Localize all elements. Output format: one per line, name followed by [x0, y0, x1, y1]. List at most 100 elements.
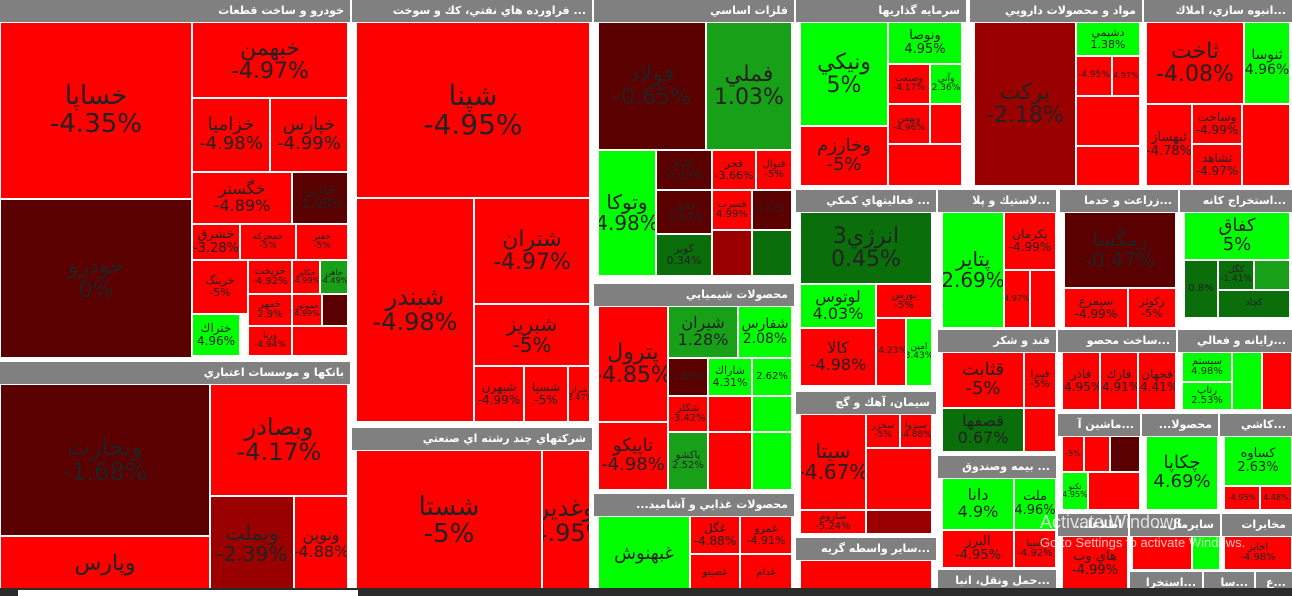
stock-tile[interactable] [1242, 104, 1290, 186]
stock-tile[interactable]: پكرمان -4.99% [1004, 212, 1056, 270]
stock-tile[interactable]: ثبهساز -4.78% [1146, 104, 1192, 186]
stock-tile[interactable] [1024, 408, 1056, 452]
stock-tile[interactable]: غبهنوش [598, 516, 690, 592]
stock-tile[interactable]: فملي 1.03% [706, 22, 792, 150]
sector-title[interactable]: اطلاعا... [1058, 514, 1128, 536]
stock-tile[interactable]: 2.62% [752, 358, 792, 396]
stock-tile[interactable]: كساوه 2.63% [1224, 436, 1292, 486]
stock-tile[interactable]: شپنا -4.95% [356, 22, 590, 198]
stock-tile[interactable] [1030, 270, 1056, 328]
stock-tile[interactable]: تكنو 4.95% [1062, 472, 1088, 510]
stock-tile[interactable]: خموتور 4.99% [292, 294, 322, 326]
stock-tile[interactable]: سيتا -4.67% [800, 414, 866, 510]
sector-title[interactable]: محصولات شيميايي [594, 284, 794, 306]
sector-title[interactable]: ...استخراج كانه [1180, 190, 1292, 212]
stock-tile[interactable]: شراز-3.47% [568, 366, 590, 422]
stock-tile[interactable]: شبريز -5% [474, 304, 590, 366]
stock-tile[interactable]: خبهمن -4.97% [192, 22, 348, 98]
stock-tile[interactable] [1076, 96, 1140, 146]
stock-tile[interactable]: انرژي3 0.45% [800, 212, 932, 284]
stock-tile[interactable] [708, 396, 752, 432]
stock-tile[interactable] [1232, 352, 1262, 410]
stock-tile[interactable] [322, 294, 348, 326]
sector-title[interactable]: محصولات غذايي و آشاميد... [594, 494, 794, 516]
stock-tile[interactable]: وبهمن -4.96% [888, 104, 930, 144]
horizontal-scrollbar[interactable] [0, 588, 1292, 596]
stock-tile[interactable]: چكاپا 4.69% [1146, 436, 1218, 510]
stock-tile[interactable] [1076, 146, 1140, 186]
stock-tile[interactable]: وبملت -2.39% [210, 496, 294, 592]
stock-tile[interactable]: شبهرن -4.99% [474, 366, 524, 422]
sector-title[interactable]: شركتهاي چند رشته اي صنعتي [352, 428, 592, 450]
sector-title[interactable]: ...انبوه سازي، املاك [1144, 0, 1292, 22]
stock-tile[interactable]: فنوال -5% [756, 150, 792, 190]
stock-tile[interactable]: پاكشو 2.52% [668, 432, 708, 490]
stock-tile[interactable]: 4.97% [1112, 56, 1140, 96]
stock-tile[interactable]: كفاق 5% [1184, 212, 1290, 260]
stock-tile[interactable]: پتاير 2.69% [942, 212, 1004, 328]
stock-tile[interactable]: ونوصا 4.95% [888, 22, 962, 64]
stock-tile[interactable] [866, 510, 932, 534]
stock-tile[interactable]: فولاد -0.65% [598, 22, 706, 150]
sector-title[interactable]: قند و شكر [938, 330, 1056, 352]
sector-title[interactable]: محصولا... [1142, 414, 1218, 436]
stock-tile[interactable]: وبصادر -4.17% [210, 384, 348, 496]
stock-tile[interactable]: كالا -4.98% [800, 328, 876, 386]
stock-tile[interactable]: شستا -5% [356, 450, 542, 592]
stock-tile[interactable]: -4.23% [876, 318, 906, 386]
stock-tile[interactable]: قپيرا -5% [1024, 352, 1056, 408]
sector-title[interactable]: ...حمل ونقل، انبا [938, 570, 1056, 592]
stock-tile[interactable]: 4.62% [752, 190, 792, 230]
stock-tile[interactable]: كاوه -0.33% [656, 150, 712, 190]
sector-title[interactable]: ...كاشي [1220, 414, 1292, 436]
sector-title[interactable]: ...سا [1204, 572, 1254, 592]
stock-tile[interactable]: غصينو [690, 554, 740, 592]
stock-tile[interactable]: قثابت -5% [942, 352, 1024, 408]
stock-tile[interactable]: بورس -5% [876, 284, 932, 318]
stock-tile[interactable]: -5% [1062, 436, 1084, 472]
stock-tile[interactable]: فجهان-4.41% [1138, 352, 1176, 410]
stock-tile[interactable]: كگل -1.41% [1218, 260, 1254, 290]
stock-tile[interactable] [866, 448, 932, 510]
stock-tile[interactable] [752, 432, 792, 490]
stock-tile[interactable]: خزاميا -4.98% [192, 98, 270, 172]
stock-tile[interactable]: لوتوس 4.03% [800, 284, 876, 328]
sector-title[interactable]: خودرو و ساخت قطعات [0, 0, 350, 22]
sector-title[interactable]: ...استخرا [1130, 572, 1202, 592]
stock-tile[interactable]: وغدير-4.95% [542, 450, 590, 592]
stock-tile[interactable]: ونيكي 5% [800, 22, 888, 126]
stock-tile[interactable]: تاپيكو -4.98% [598, 422, 668, 490]
stock-tile[interactable]: سبزوا -4.88% [900, 414, 932, 448]
stock-tile[interactable]: 4.97% [1004, 270, 1030, 328]
sector-title[interactable]: بانکها و موسسات اعتباري [0, 362, 350, 384]
stock-tile[interactable]: پترول-4.85% [598, 306, 668, 422]
stock-tile[interactable]: 1.80% [668, 358, 708, 396]
stock-tile[interactable]: وتوكا 4.98% [598, 150, 656, 276]
stock-tile[interactable]: -4.95% [1076, 56, 1112, 96]
stock-tile[interactable]: فخوز -1.63% [656, 190, 712, 234]
sector-title[interactable]: ...لاستيك و پلا [938, 190, 1056, 212]
stock-tile[interactable]: فارك-4.91% [1100, 352, 1138, 410]
stock-tile[interactable]: 4.48% [1260, 486, 1292, 510]
stock-tile[interactable]: رتاپ 2.53% [1182, 382, 1232, 410]
stock-tile[interactable]: ثنوسا 4.96% [1244, 22, 1290, 104]
sector-title[interactable]: ...ماشين آ [1058, 414, 1140, 436]
stock-tile[interactable]: ونوين -4.88% [294, 496, 348, 592]
stock-tile[interactable]: زكوثر -5% [1128, 288, 1176, 328]
stock-tile[interactable]: شاراك 4.31% [708, 358, 752, 396]
sector-title[interactable]: سيمان، آهك و گچ [796, 392, 936, 414]
sector-title[interactable]: مخابرات [1222, 514, 1292, 536]
stock-tile[interactable] [1262, 352, 1292, 410]
sector-title[interactable]: فلزات اساسي [594, 0, 794, 22]
stock-tile[interactable]: وآتي 2.36% [930, 64, 962, 104]
stock-tile[interactable] [708, 432, 752, 490]
stock-tile[interactable] [1084, 436, 1110, 472]
stock-tile[interactable] [712, 230, 752, 276]
stock-tile[interactable] [888, 144, 962, 186]
stock-tile[interactable]: خگستر -4.89% [192, 172, 292, 224]
stock-tile[interactable]: دشيمي 1.38% [1076, 22, 1140, 56]
stock-tile[interactable]: وساخت -4.99% [1192, 104, 1242, 144]
sector-title[interactable]: ...زراعت و خدما [1060, 190, 1178, 212]
stock-tile[interactable]: ملت 4.96% [1014, 478, 1056, 530]
stock-tile[interactable] [752, 396, 792, 432]
